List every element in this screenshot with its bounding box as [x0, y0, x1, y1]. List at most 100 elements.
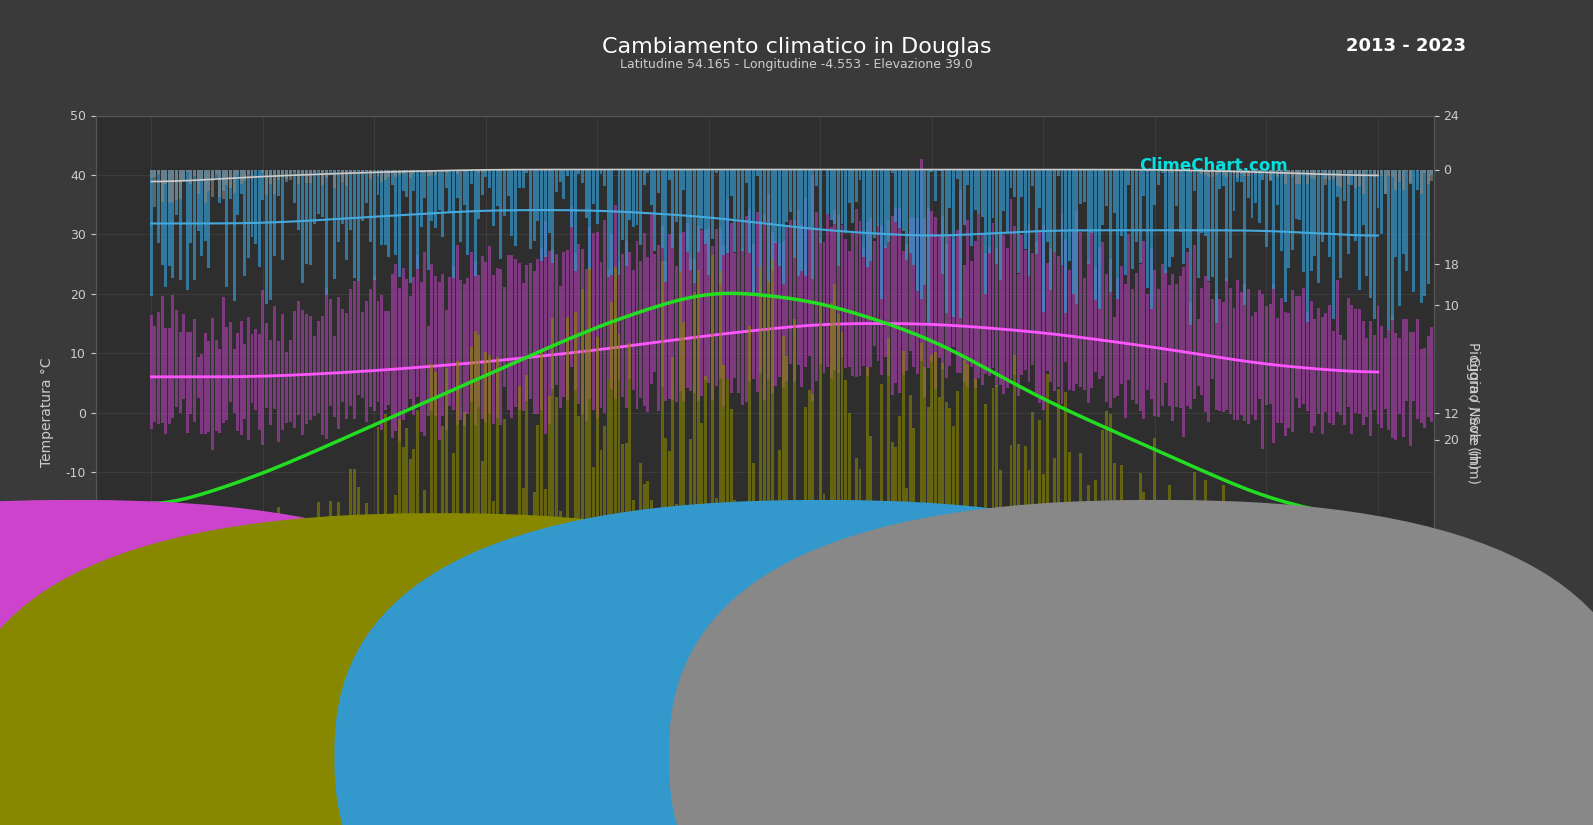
Bar: [1035, 242, 1037, 397]
Bar: [1376, 573, 1380, 710]
Bar: [650, 500, 653, 710]
Bar: [1239, 640, 1243, 710]
Bar: [464, 169, 465, 172]
Bar: [1120, 266, 1123, 384]
Bar: [484, 262, 487, 422]
Bar: [1086, 261, 1090, 403]
Bar: [621, 253, 624, 397]
Bar: [1075, 544, 1078, 710]
Bar: [1230, 169, 1231, 258]
Bar: [433, 169, 436, 176]
Bar: [827, 214, 828, 366]
Bar: [370, 547, 373, 710]
Bar: [1016, 169, 1020, 273]
Bar: [261, 169, 264, 173]
Bar: [459, 280, 462, 420]
Bar: [667, 234, 671, 398]
Bar: [566, 317, 569, 710]
Bar: [1254, 169, 1257, 204]
Bar: [1321, 598, 1324, 710]
Bar: [464, 412, 465, 710]
Bar: [150, 314, 153, 429]
Bar: [317, 169, 320, 214]
Bar: [1268, 543, 1271, 710]
Bar: [796, 210, 800, 365]
Bar: [1185, 169, 1188, 172]
Bar: [1380, 554, 1383, 710]
Bar: [639, 169, 642, 245]
Bar: [667, 169, 671, 181]
Bar: [1021, 169, 1023, 197]
Text: Cambiamento climatico in Douglas: Cambiamento climatico in Douglas: [602, 37, 991, 57]
Bar: [167, 328, 170, 424]
Bar: [718, 271, 722, 710]
Bar: [373, 601, 376, 710]
Bar: [763, 169, 766, 222]
Text: Latitudine 54.165 - Longitudine -4.553 - Elevazione 39.0: Latitudine 54.165 - Longitudine -4.553 -…: [620, 58, 973, 71]
Bar: [1161, 169, 1163, 173]
Bar: [1362, 169, 1365, 194]
Bar: [715, 169, 718, 173]
Bar: [887, 337, 890, 710]
Bar: [1098, 169, 1101, 171]
Bar: [207, 169, 210, 191]
Bar: [1399, 628, 1400, 710]
Bar: [910, 218, 911, 351]
Bar: [1039, 231, 1042, 403]
Bar: [346, 581, 349, 710]
Bar: [164, 623, 167, 710]
Bar: [1050, 526, 1053, 710]
Bar: [722, 246, 725, 406]
Bar: [362, 169, 365, 174]
Bar: [1442, 169, 1445, 228]
Text: Media mensile: Media mensile: [1174, 776, 1260, 789]
Bar: [1362, 608, 1365, 710]
Bar: [467, 169, 470, 171]
Bar: [1182, 267, 1185, 437]
Bar: [1459, 169, 1462, 171]
Bar: [905, 243, 908, 370]
Bar: [218, 169, 221, 203]
Bar: [1200, 288, 1203, 394]
Bar: [1434, 169, 1437, 219]
Bar: [503, 169, 507, 172]
Bar: [317, 322, 320, 413]
Bar: [844, 239, 847, 368]
Bar: [1295, 169, 1298, 219]
Bar: [261, 290, 264, 445]
Bar: [679, 169, 682, 272]
Bar: [456, 169, 459, 198]
Bar: [210, 534, 213, 710]
Bar: [153, 326, 156, 422]
Bar: [847, 412, 851, 710]
Bar: [241, 570, 242, 710]
Bar: [804, 408, 808, 710]
Bar: [1078, 232, 1082, 387]
Bar: [924, 367, 926, 710]
Bar: [938, 397, 940, 710]
Bar: [277, 169, 280, 181]
Bar: [178, 629, 182, 710]
Bar: [158, 169, 159, 243]
Bar: [1290, 648, 1294, 710]
Bar: [585, 269, 588, 421]
Bar: [1351, 169, 1354, 185]
Bar: [999, 232, 1002, 385]
Bar: [1013, 355, 1016, 710]
Bar: [1442, 308, 1445, 420]
Bar: [774, 169, 777, 243]
Bar: [381, 295, 382, 430]
Bar: [346, 169, 349, 260]
Bar: [247, 317, 250, 440]
Bar: [1101, 243, 1104, 376]
Bar: [559, 511, 562, 710]
Bar: [338, 169, 341, 243]
Bar: [913, 219, 916, 367]
Bar: [193, 169, 196, 280]
Bar: [841, 225, 843, 357]
Bar: [830, 227, 833, 378]
Bar: [381, 169, 382, 245]
Bar: [859, 469, 862, 710]
Bar: [178, 169, 182, 280]
Bar: [430, 365, 433, 710]
